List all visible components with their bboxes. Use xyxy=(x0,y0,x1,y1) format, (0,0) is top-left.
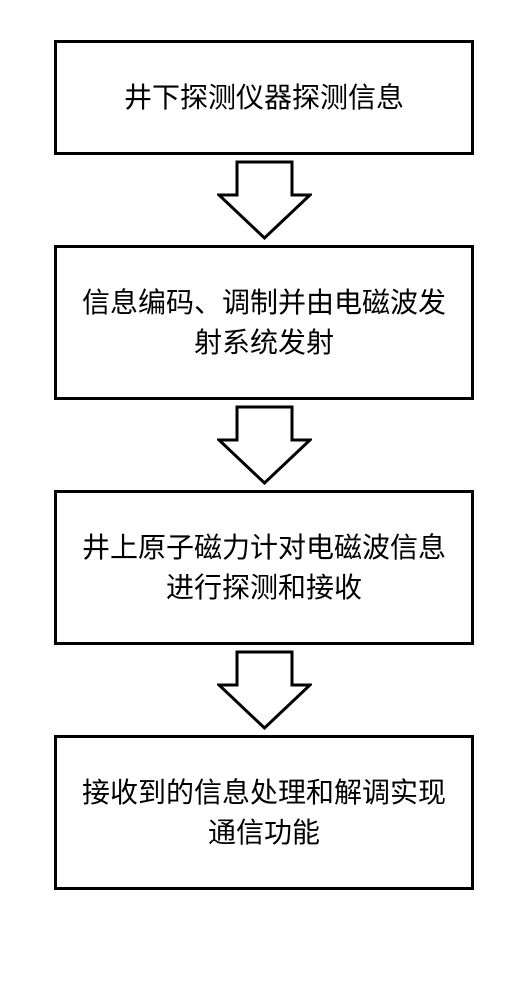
step-3-text: 井上原子磁力计对电磁波信息进行探测和接收 xyxy=(77,528,451,606)
step-2-text: 信息编码、调制并由电磁波发射系统发射 xyxy=(77,283,451,361)
step-4-text: 接收到的信息处理和解调实现通信功能 xyxy=(77,773,451,851)
step-1-text: 井下探测仪器探测信息 xyxy=(124,78,404,117)
flowchart-step-4: 接收到的信息处理和解调实现通信功能 xyxy=(54,735,474,890)
flowchart-step-3: 井上原子磁力计对电磁波信息进行探测和接收 xyxy=(54,490,474,645)
arrow-1 xyxy=(217,160,312,240)
arrow-2 xyxy=(217,405,312,485)
flowchart-step-1: 井下探测仪器探测信息 xyxy=(54,40,474,155)
arrow-3 xyxy=(217,650,312,730)
flowchart-step-2: 信息编码、调制并由电磁波发射系统发射 xyxy=(54,245,474,400)
